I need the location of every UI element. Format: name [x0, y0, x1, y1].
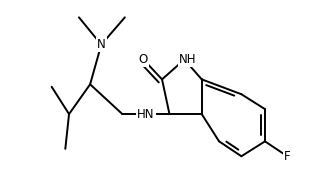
Text: HN: HN — [137, 108, 155, 121]
Text: O: O — [139, 53, 148, 66]
Text: F: F — [284, 150, 291, 163]
Text: NH: NH — [179, 53, 197, 66]
Text: N: N — [97, 38, 106, 51]
